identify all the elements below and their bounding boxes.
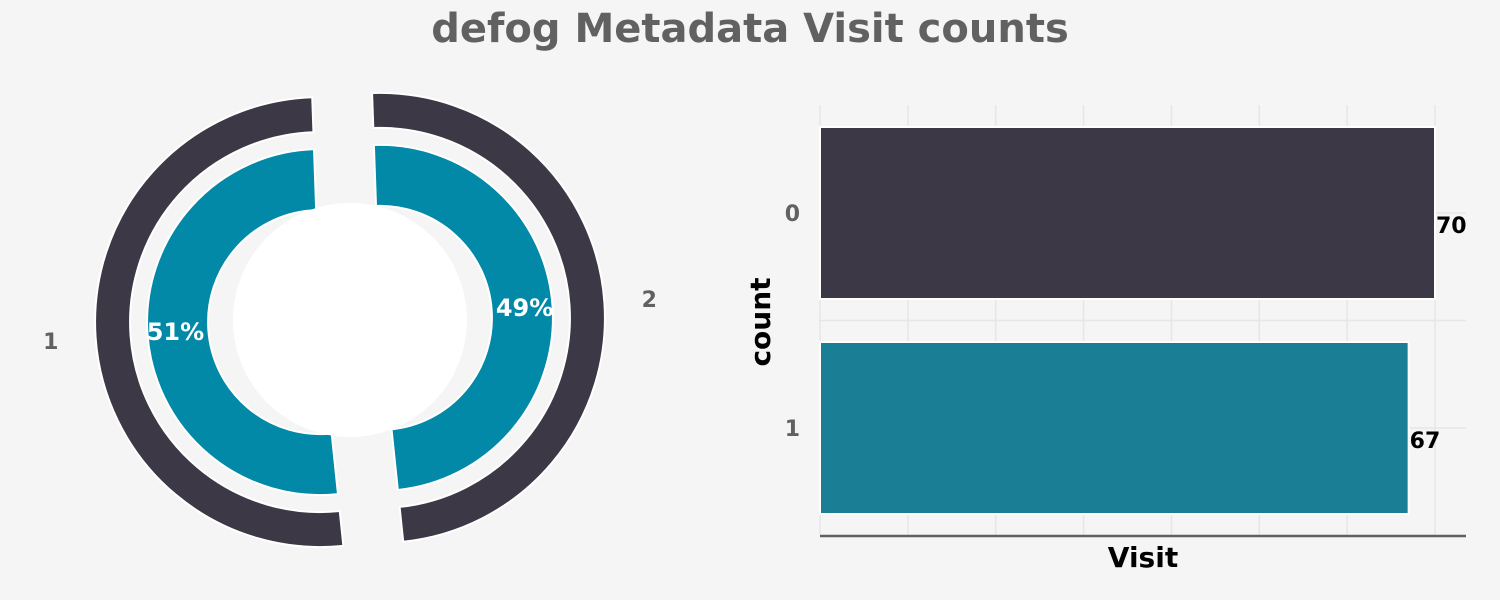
inner-slice-2 bbox=[372, 143, 554, 492]
y-tick-label-0: 0 bbox=[785, 202, 800, 227]
pie-percent-label-1: 51% bbox=[147, 318, 204, 346]
inner-slice-1 bbox=[146, 148, 340, 497]
pie-category-label-2: 2 bbox=[642, 288, 657, 313]
y-axis-label: count bbox=[744, 277, 777, 366]
donut-hole bbox=[233, 203, 467, 437]
bar-value-label-1: 67 bbox=[1410, 429, 1441, 454]
chart-title: defog Metadata Visit counts bbox=[431, 6, 1069, 52]
donut-chart: 1 2 51% 49% bbox=[43, 91, 657, 549]
pie-category-label-1: 1 bbox=[43, 330, 58, 355]
bar-chart: 70 67 0 1 Visit count bbox=[744, 105, 1467, 574]
bar-value-label-0: 70 bbox=[1436, 214, 1467, 239]
bar-1 bbox=[819, 341, 1410, 515]
pie-percent-label-2: 49% bbox=[496, 294, 553, 322]
x-axis-label: Visit bbox=[1108, 541, 1178, 574]
outer-slice-1 bbox=[94, 96, 345, 549]
outer-slice-2 bbox=[371, 91, 606, 543]
bar-0 bbox=[819, 126, 1436, 300]
y-tick-label-1: 1 bbox=[785, 417, 800, 442]
